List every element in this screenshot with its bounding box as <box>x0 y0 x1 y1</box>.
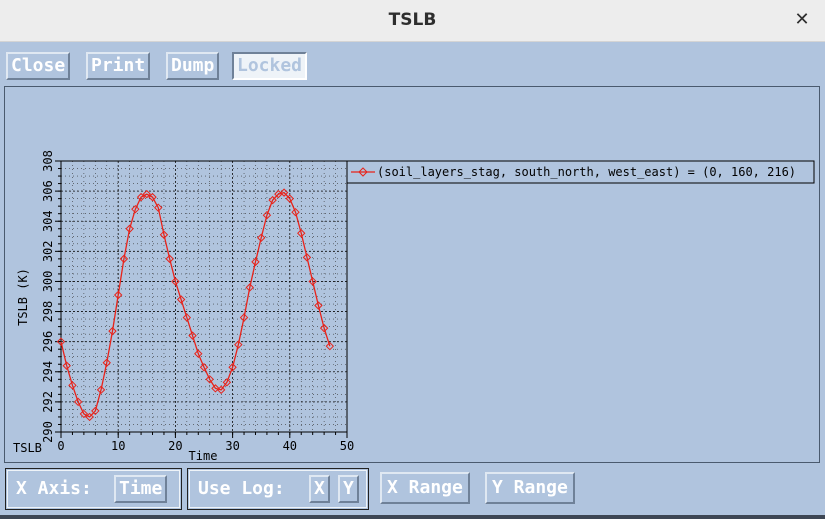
use-log-group: Use Log: X Y <box>187 468 369 510</box>
data-point-marker <box>136 192 146 202</box>
log-y-toggle[interactable]: Y <box>338 475 359 503</box>
data-point-marker <box>297 229 306 238</box>
bottom-edge <box>0 515 825 519</box>
data-point-marker <box>73 397 83 407</box>
y-tick-label: 290 <box>41 421 55 443</box>
y-tick-label: 300 <box>41 271 55 293</box>
data-point-marker <box>159 230 169 239</box>
window-titlebar: TSLB ✕ <box>0 0 825 42</box>
data-point-marker <box>165 254 174 264</box>
data-point-marker <box>68 381 77 390</box>
data-point-marker <box>79 409 89 419</box>
data-point-marker <box>125 224 134 233</box>
app-body: Close Print Dump Locked 0 10 20 30 40 50 290 2… <box>0 42 825 519</box>
x-tick-label: 50 <box>340 439 354 453</box>
y-tick-label: 298 <box>41 301 55 323</box>
grid <box>60 160 348 433</box>
close-window-icon[interactable]: ✕ <box>794 9 810 30</box>
y-tick-label: 306 <box>41 180 55 202</box>
legend-marker-icon <box>358 167 368 177</box>
legend-series-name: (soil_layers_stag, south_north, west_eas… <box>377 165 796 179</box>
x-axis-label: Time <box>189 449 218 462</box>
y-tick-label: 294 <box>41 361 55 383</box>
data-point-marker <box>91 406 100 416</box>
data-point-marker <box>182 313 192 322</box>
x-tick-label: 30 <box>225 439 239 453</box>
data-point-marker <box>279 188 289 197</box>
data-point-marker <box>216 385 226 395</box>
legend: (soil_layers_stag, south_north, west_eas… <box>346 160 815 184</box>
data-point-marker <box>245 283 254 292</box>
y-tick-labels: 290 292 294 296 298 300 302 304 306 308 <box>41 150 55 443</box>
data-point-marker <box>108 326 117 336</box>
x-tick-labels: 0 10 20 30 40 50 <box>57 439 354 453</box>
data-point-marker <box>171 277 180 286</box>
window-title: TSLB <box>388 10 437 30</box>
y-tick-label: 292 <box>41 391 55 413</box>
x-range-button[interactable]: X Range <box>380 472 470 504</box>
print-button[interactable]: Print <box>86 52 151 80</box>
use-log-label: Use Log: <box>198 478 285 499</box>
data-point-marker <box>211 384 220 393</box>
data-point-marker <box>85 412 94 422</box>
data-point-marker <box>205 375 214 384</box>
data-point-marker <box>228 363 237 372</box>
data-point-marker <box>199 363 209 372</box>
data-point-marker <box>319 323 329 333</box>
plot-panel: 0 10 20 30 40 50 290 292 294 296 298 300 302 304 306 3… <box>4 86 820 463</box>
data-point-marker <box>131 204 140 214</box>
data-point-marker <box>314 301 323 310</box>
x-tick-label: 10 <box>111 439 125 453</box>
data-point-marker <box>194 349 203 358</box>
y-tick-label: 296 <box>41 331 55 353</box>
data-point-marker <box>142 189 152 199</box>
data-point-marker <box>176 295 186 304</box>
data-point-marker <box>308 277 317 286</box>
data-point-marker <box>154 203 163 212</box>
y-range-button[interactable]: Y Range <box>485 472 575 504</box>
x-axis-label-text: X Axis: <box>16 478 92 499</box>
series-group <box>56 188 335 422</box>
data-point-marker <box>119 254 129 264</box>
plot-corner-label: TSLB <box>13 441 42 455</box>
data-point-marker <box>62 361 71 370</box>
data-point-marker <box>239 313 249 322</box>
data-point-marker <box>251 257 260 267</box>
data-point-marker <box>188 331 197 340</box>
x-tick-label: 40 <box>283 439 297 453</box>
x-axis-group: X Axis: Time <box>5 468 182 510</box>
x-tick-label: 20 <box>168 439 182 453</box>
data-point-marker <box>285 194 295 203</box>
data-point-marker <box>291 207 300 217</box>
data-point-marker <box>102 358 111 367</box>
data-point-marker <box>268 195 277 205</box>
legend-box <box>346 160 815 184</box>
data-point-marker <box>56 337 66 346</box>
data-point-marker <box>113 290 123 300</box>
line-chart: 0 10 20 30 40 50 290 292 294 296 298 300 302 304 306 3… <box>13 150 815 462</box>
y-tick-label: 308 <box>41 150 55 172</box>
x-axis-select-button[interactable]: Time <box>114 475 168 503</box>
data-point-marker <box>148 192 157 202</box>
y-tick-label: 304 <box>41 210 55 232</box>
data-point-marker <box>325 341 335 351</box>
series-line <box>60 191 331 418</box>
axis-ticks <box>55 160 348 438</box>
data-point-marker <box>302 253 312 262</box>
dump-button[interactable]: Dump <box>166 52 220 80</box>
close-button[interactable]: Close <box>6 52 71 80</box>
data-point-marker <box>256 233 266 242</box>
x-tick-label: 0 <box>57 439 64 453</box>
data-point-marker <box>222 378 232 387</box>
data-point-marker <box>96 385 106 395</box>
plot-area-border <box>60 160 348 433</box>
locked-toggle[interactable]: Locked <box>232 52 308 80</box>
log-x-toggle[interactable]: X <box>309 475 330 503</box>
data-point-marker <box>234 340 243 349</box>
y-axis-label: TSLB (K) <box>16 268 30 326</box>
y-tick-label: 302 <box>41 240 55 262</box>
data-point-marker <box>262 210 272 220</box>
